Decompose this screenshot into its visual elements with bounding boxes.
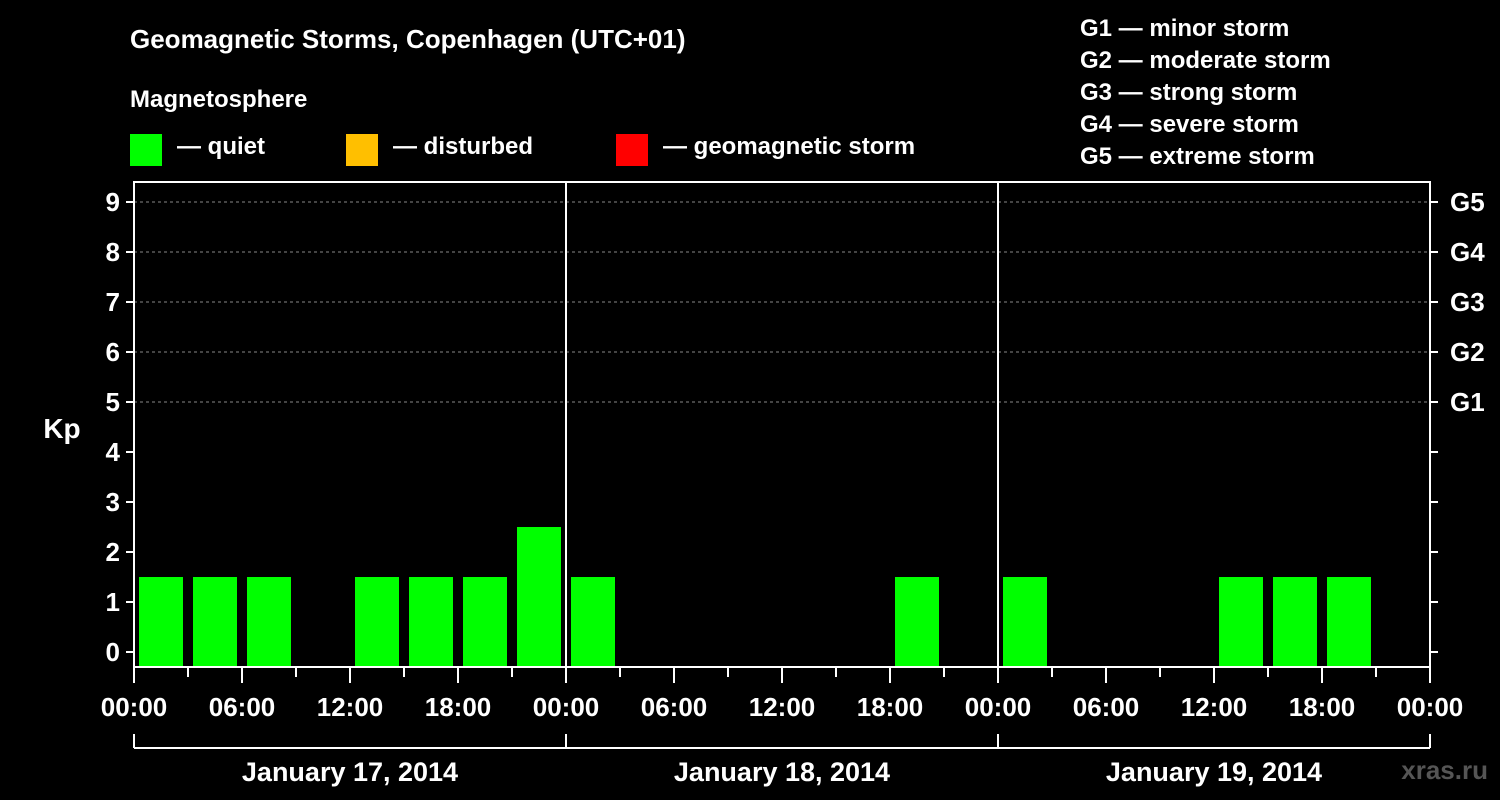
right-axis-label-g2: G2	[1450, 337, 1485, 367]
x-tick-label-3: 18:00	[425, 692, 492, 722]
y-tick-label-9: 9	[106, 187, 120, 217]
y-tick-label-3: 3	[106, 487, 120, 517]
x-tick-label-2: 12:00	[317, 692, 384, 722]
kp-bar-2	[247, 577, 291, 667]
storm-level-g1: G1 — minor storm	[1080, 15, 1290, 42]
kp-bar-5	[409, 577, 453, 667]
watermark: xras.ru	[1401, 755, 1488, 785]
right-axis-label-g3: G3	[1450, 287, 1485, 317]
x-tick-label-7: 18:00	[857, 692, 924, 722]
x-tick-label-8: 00:00	[965, 692, 1032, 722]
x-tick-label-6: 12:00	[749, 692, 816, 722]
kp-bar-20	[1219, 577, 1263, 667]
y-tick-label-7: 7	[106, 287, 120, 317]
x-tick-label-9: 06:00	[1073, 692, 1140, 722]
date-label-0: January 17, 2014	[242, 757, 458, 787]
y-tick-label-6: 6	[106, 337, 120, 367]
x-tick-label-11: 18:00	[1289, 692, 1356, 722]
kp-bar-6	[463, 577, 507, 667]
magnetosphere-label: Magnetosphere	[130, 86, 308, 113]
right-axis-label-g1: G1	[1450, 387, 1485, 417]
kp-bar-21	[1273, 577, 1317, 667]
chart-title: Geomagnetic Storms, Copenhagen (UTC+01)	[130, 24, 686, 54]
kp-bar-16	[1003, 577, 1047, 667]
storm-level-g3: G3 — strong storm	[1080, 79, 1298, 106]
storm-level-g2: G2 — moderate storm	[1080, 47, 1331, 74]
kp-bar-22	[1327, 577, 1371, 667]
legend-swatch-quiet	[130, 134, 162, 166]
x-tick-label-0: 00:00	[101, 692, 168, 722]
y-tick-label-5: 5	[106, 387, 120, 417]
x-tick-label-1: 06:00	[209, 692, 276, 722]
kp-bar-14	[895, 577, 939, 667]
kp-bar-0	[139, 577, 183, 667]
legend-label-quiet: — quiet	[177, 133, 265, 160]
y-tick-label-8: 8	[106, 237, 120, 267]
legend-label-disturbed: — disturbed	[393, 133, 534, 160]
y-tick-label-0: 0	[106, 637, 120, 667]
date-label-2: January 19, 2014	[1106, 757, 1322, 787]
storm-level-g4: G4 — severe storm	[1080, 111, 1299, 138]
y-axis-label: Kp	[43, 413, 80, 444]
kp-bar-4	[355, 577, 399, 667]
y-tick-label-4: 4	[106, 437, 121, 467]
kp-bar-7	[517, 527, 561, 667]
right-axis-label-g4: G4	[1450, 237, 1485, 267]
right-axis-label-g5: G5	[1450, 187, 1485, 217]
x-tick-label-12: 00:00	[1397, 692, 1464, 722]
y-tick-label-2: 2	[106, 537, 120, 567]
storm-level-g5: G5 — extreme storm	[1080, 143, 1315, 170]
y-tick-label-1: 1	[106, 587, 120, 617]
date-label-1: January 18, 2014	[674, 757, 890, 787]
legend-label-storm: — geomagnetic storm	[663, 133, 916, 160]
legend-swatch-storm	[616, 134, 648, 166]
x-tick-label-5: 06:00	[641, 692, 708, 722]
x-tick-label-10: 12:00	[1181, 692, 1248, 722]
legend-swatch-disturbed	[346, 134, 378, 166]
kp-bar-8	[571, 577, 615, 667]
x-tick-label-4: 00:00	[533, 692, 600, 722]
kp-bar-1	[193, 577, 237, 667]
